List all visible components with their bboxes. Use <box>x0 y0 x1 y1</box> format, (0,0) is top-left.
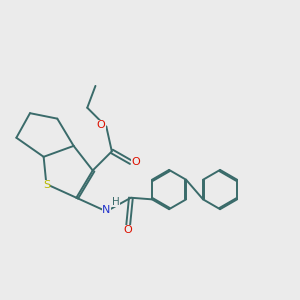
Text: H: H <box>112 197 120 207</box>
Text: O: O <box>131 157 140 167</box>
Text: O: O <box>97 121 105 130</box>
Text: N: N <box>102 205 111 215</box>
Text: S: S <box>43 181 50 190</box>
Text: O: O <box>124 226 133 236</box>
